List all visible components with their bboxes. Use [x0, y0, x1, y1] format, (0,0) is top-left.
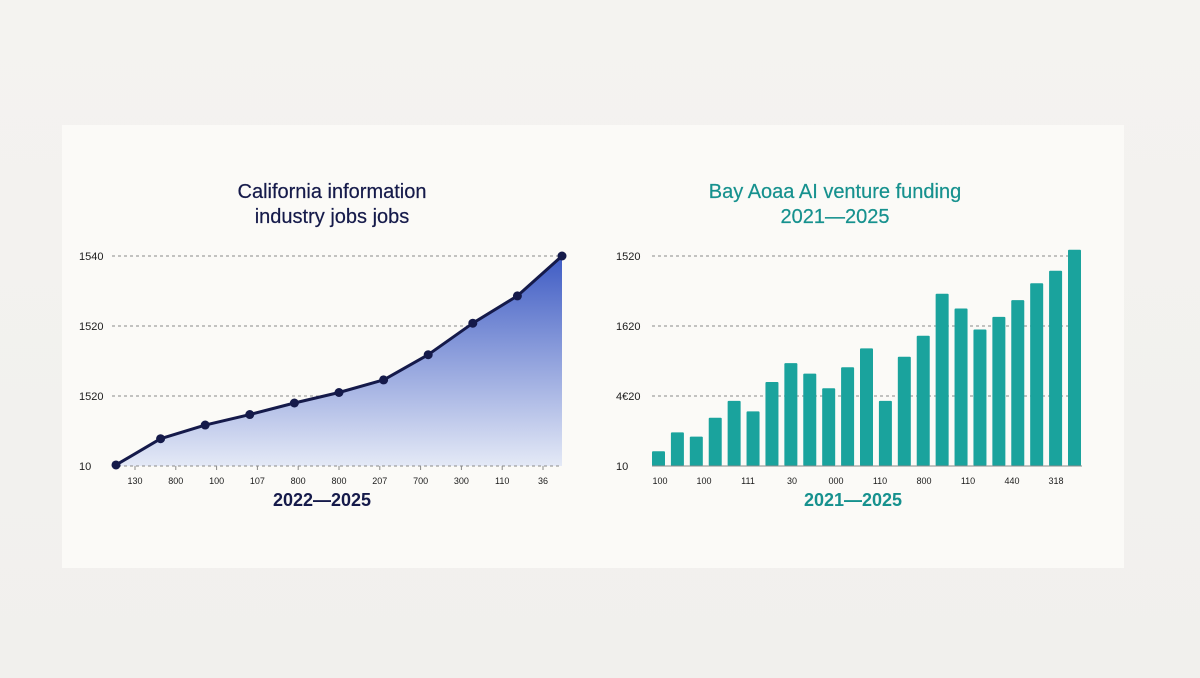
- right-bar: [992, 316, 1006, 466]
- right-x-tick-label: 440: [1004, 476, 1019, 486]
- right-bar: [1049, 270, 1063, 466]
- right-x-tick-label: 110: [873, 476, 887, 486]
- right-bar: [708, 417, 722, 466]
- left-data-point: [512, 291, 522, 301]
- right-bar: [746, 411, 760, 466]
- left-data-point: [289, 398, 299, 408]
- left-x-tick-label: 207: [372, 476, 387, 486]
- right-bar: [897, 356, 911, 466]
- right-bar: [670, 432, 684, 466]
- left-x-tick-label: 110: [495, 476, 509, 486]
- right-x-tick-label: 111: [741, 476, 755, 486]
- right-bar: [1068, 249, 1081, 466]
- left-x-tick-label: 800: [168, 476, 183, 486]
- right-bar: [973, 329, 987, 466]
- right-bar: [954, 308, 968, 466]
- left-x-axis-label: 2022—2025: [272, 490, 372, 510]
- right-bar: [916, 335, 930, 466]
- right-x-tick-label: 000: [828, 476, 843, 486]
- left-chart-title-line-1: California information: [237, 181, 427, 203]
- right-x-tick-label: 318: [1048, 476, 1063, 486]
- right-bar: [878, 400, 892, 466]
- right-bar: [652, 451, 665, 466]
- left-data-point: [245, 410, 255, 420]
- right-chart-title-line-1: Bay Aoaa AI venture funding: [708, 181, 962, 203]
- left-x-tick-label: 100: [209, 476, 224, 486]
- right-bar: [765, 382, 779, 466]
- left-data-point: [156, 434, 166, 444]
- left-data-point: [111, 460, 121, 470]
- left-x-tick-label: 130: [127, 476, 142, 486]
- left-x-tick-label: 36: [538, 476, 548, 486]
- right-x-tick-label: 800: [916, 476, 931, 486]
- right-bar: [935, 293, 949, 466]
- right-bar: [784, 363, 798, 466]
- right-y-tick-label: 1520: [616, 251, 640, 263]
- right-bar: [860, 348, 873, 466]
- right-y-tick-label: 4€20: [616, 391, 640, 403]
- left-data-point: [334, 388, 344, 397]
- right-y-tick-label: 1620: [616, 321, 640, 333]
- right-x-tick-label: 100: [652, 476, 667, 486]
- left-x-tick-label: 800: [291, 476, 306, 486]
- left-x-tick-label: 800: [331, 476, 346, 486]
- left-data-point: [200, 420, 210, 430]
- right-bar: [1030, 283, 1044, 466]
- right-bar: [822, 388, 836, 466]
- left-y-tick-label: 1540: [79, 251, 103, 263]
- right-chart-title-line-2: 2021—2025: [780, 206, 890, 228]
- right-x-axis-label: 2021—2025: [803, 490, 903, 510]
- right-bar: [727, 400, 741, 466]
- left-data-point: [468, 318, 478, 328]
- right-y-tick-label: 10: [616, 461, 628, 473]
- left-data-point: [557, 251, 567, 261]
- left-x-tick-label: 107: [250, 476, 265, 486]
- right-bar: [803, 373, 817, 466]
- left-y-tick-label: 1520: [79, 321, 103, 333]
- left-x-tick-label: 300: [454, 476, 469, 486]
- right-x-tick-label: 110: [961, 476, 975, 486]
- right-x-tick-label: 30: [787, 476, 797, 486]
- right-chart-title: Bay Aoaa AI venture funding 2021—2025: [670, 180, 1000, 230]
- left-data-point: [379, 375, 389, 385]
- left-data-point: [423, 350, 433, 360]
- left-y-tick-label: 10: [79, 461, 91, 473]
- right-x-tick-label: 100: [696, 476, 711, 486]
- left-x-tick-label: 700: [413, 476, 428, 486]
- left-chart-title: California information industry jobs job…: [172, 180, 492, 230]
- right-bar: [689, 436, 703, 466]
- left-chart-title-line-2: industry jobs jobs: [254, 206, 410, 228]
- left-y-tick-label: 1520: [79, 391, 103, 403]
- right-bar: [1011, 300, 1025, 466]
- left-area-fill: [116, 256, 562, 466]
- right-bar: [841, 367, 855, 466]
